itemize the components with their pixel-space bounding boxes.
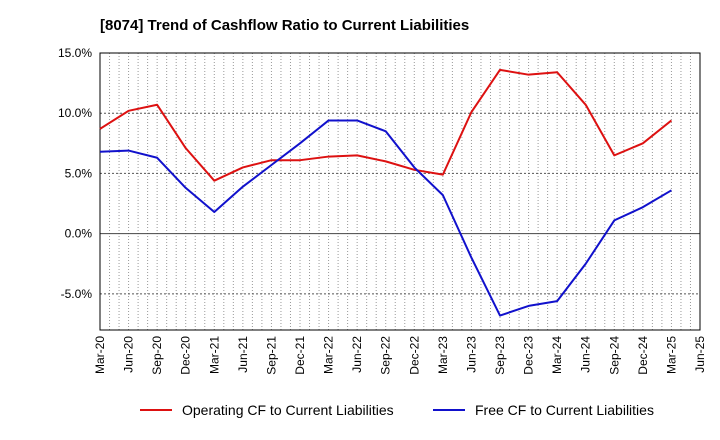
x-tick-label: Dec-20 — [179, 336, 193, 375]
x-tick-label: Sep-24 — [607, 336, 621, 375]
series-layer — [99, 68, 673, 317]
y-tick-label: 10.0% — [58, 106, 92, 120]
x-tick-label: Jun-21 — [236, 336, 250, 373]
x-tick-label: Sep-23 — [493, 336, 507, 375]
x-tick-label: Jun-25 — [693, 336, 707, 373]
legend-label-0: Operating CF to Current Liabilities — [182, 402, 394, 418]
x-tick-label: Mar-24 — [550, 336, 564, 374]
x-tick-label: Jun-24 — [579, 336, 593, 373]
y-axis-ticks: -5.0% 0.0% 5.0% 10.0% 15.0% — [58, 46, 92, 301]
x-tick-label: Mar-23 — [436, 336, 450, 374]
x-tick-label: Mar-22 — [322, 336, 336, 374]
chart-title: [8074] Trend of Cashflow Ratio to Curren… — [100, 17, 469, 34]
x-tick-label: Dec-22 — [407, 336, 421, 375]
series-line-1 — [99, 119, 672, 317]
y-tick-label: 15.0% — [58, 46, 92, 60]
legend: Operating CF to Current Liabilities Free … — [140, 402, 654, 418]
x-tick-label: Jun-20 — [122, 336, 136, 373]
x-tick-label: Dec-24 — [636, 336, 650, 375]
x-tick-label: Dec-21 — [293, 336, 307, 375]
y-tick-label: -5.0% — [61, 287, 93, 301]
x-axis-ticks: Mar-20 Jun-20 Sep-20 Dec-20 Mar-21 Jun-21 Sep-… — [93, 336, 707, 375]
x-tick-label: Sep-20 — [150, 336, 164, 375]
legend-label-1: Free CF to Current Liabilities — [475, 402, 654, 418]
x-tick-label: Mar-25 — [664, 336, 678, 374]
x-tick-label: Mar-21 — [207, 336, 221, 374]
y-tick-label: 0.0% — [65, 227, 93, 241]
plot-frame — [99, 52, 701, 331]
x-tick-label: Mar-20 — [93, 336, 107, 374]
x-tick-label: Sep-22 — [379, 336, 393, 375]
grid — [100, 52, 700, 330]
x-tick-label: Jun-22 — [350, 336, 364, 373]
x-tick-label: Dec-23 — [522, 336, 536, 375]
x-tick-label: Sep-21 — [264, 336, 278, 375]
series-line-0 — [99, 68, 673, 182]
y-tick-label: 5.0% — [65, 166, 93, 180]
x-tick-label: Jun-23 — [464, 336, 478, 373]
